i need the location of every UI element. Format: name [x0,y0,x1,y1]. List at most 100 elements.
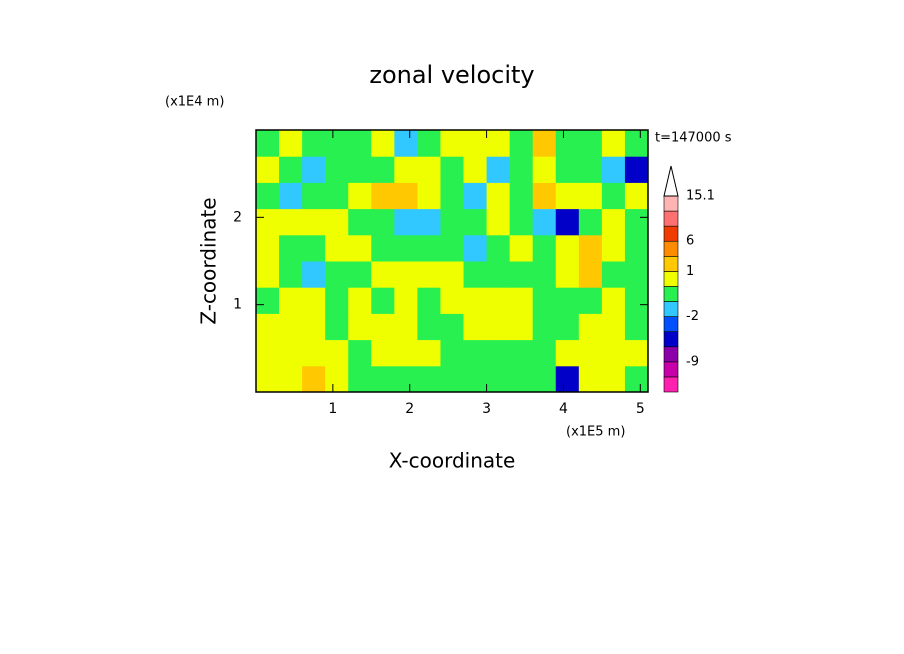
field-cell [486,156,511,183]
field-cell [601,261,626,288]
field-cell [348,287,372,314]
field-cell [394,287,418,314]
colorbar-segment [663,316,679,332]
field-cell [555,339,580,367]
field-cell [302,130,326,157]
field-cell [578,208,603,236]
field-cell [532,261,557,288]
field-cell [256,234,280,262]
field-cell [601,339,626,367]
field-cell [279,182,303,210]
field-cell [532,130,557,157]
field [256,130,649,393]
field-cell [348,365,372,393]
field-cell [325,313,349,341]
field-cell [417,339,441,367]
field-cell [601,182,626,210]
field-cell [325,208,349,236]
field-cell [601,313,626,341]
field-cell [440,156,465,183]
field-cell [624,339,649,367]
field-cell [256,208,280,236]
field-cell [624,208,649,236]
field-cell [624,130,649,157]
field-cell [601,208,626,236]
field-cell [256,287,280,314]
field-cell [486,287,511,314]
field-cell [394,234,418,262]
colorbar-extend [663,165,679,197]
field-cell [279,313,303,341]
field-cell [256,339,280,367]
field-cell [532,234,557,262]
field-cell [532,182,557,210]
colorbar-segment [663,225,679,242]
field-cell [463,313,488,341]
field-cell [624,313,649,341]
field-cell [440,339,465,367]
field-cell [325,130,349,157]
field-cell [440,182,465,210]
field-cell [486,234,511,262]
field-cell [555,234,580,262]
field-cell [532,365,557,393]
field-cell [486,182,511,210]
field-cell [325,365,349,393]
field-cell [256,261,280,288]
field-cell [486,365,511,393]
field-cell [532,287,557,314]
field-cell [509,130,534,157]
field-cell [279,365,303,393]
field-cell [578,182,603,210]
field-cell [302,313,326,341]
colorbar-label: -9 [686,354,699,369]
field-cell [440,313,465,341]
field-cell [532,339,557,367]
field-cell [555,365,580,393]
field-cell [532,208,557,236]
field-cell [440,287,465,314]
x-tick-label: 4 [559,401,568,417]
field-cell [624,365,649,393]
field-cell [486,339,511,367]
colorbar-segment [663,256,679,272]
field-cell [256,365,280,393]
field-cell [417,287,441,314]
field-cell [601,156,626,183]
field-cell [532,313,557,341]
field-cell [440,234,465,262]
field-cell [417,313,441,341]
colorbar-segment [663,376,679,393]
field-cell [601,365,626,393]
field-cell [279,339,303,367]
field-cell [279,156,303,183]
field-cell [463,234,488,262]
colorbar-segment [663,240,679,257]
x-axis-label: X-coordinate [389,449,516,473]
field-cell [555,208,580,236]
field-cell [417,182,441,210]
field-cell [463,156,488,183]
colorbar-segment [663,195,679,212]
field-cell [555,156,580,183]
field-cell [394,130,418,157]
plot-frame [255,129,649,393]
field-cell [279,208,303,236]
field-cell [394,182,418,210]
field-cell [624,182,649,210]
field-cell [371,182,395,210]
field-cell [486,261,511,288]
field-cell [578,130,603,157]
field-cell [302,339,326,367]
field-cell [578,156,603,183]
y-tick-label: 1 [233,297,242,313]
field-cell [325,234,349,262]
field-cell [624,261,649,288]
colorbar-segment [663,346,679,363]
field-cell [279,130,303,157]
field-cell [302,234,326,262]
field-cell [371,261,395,288]
field-cell [509,339,534,367]
field-cell [417,234,441,262]
field-cell [463,365,488,393]
